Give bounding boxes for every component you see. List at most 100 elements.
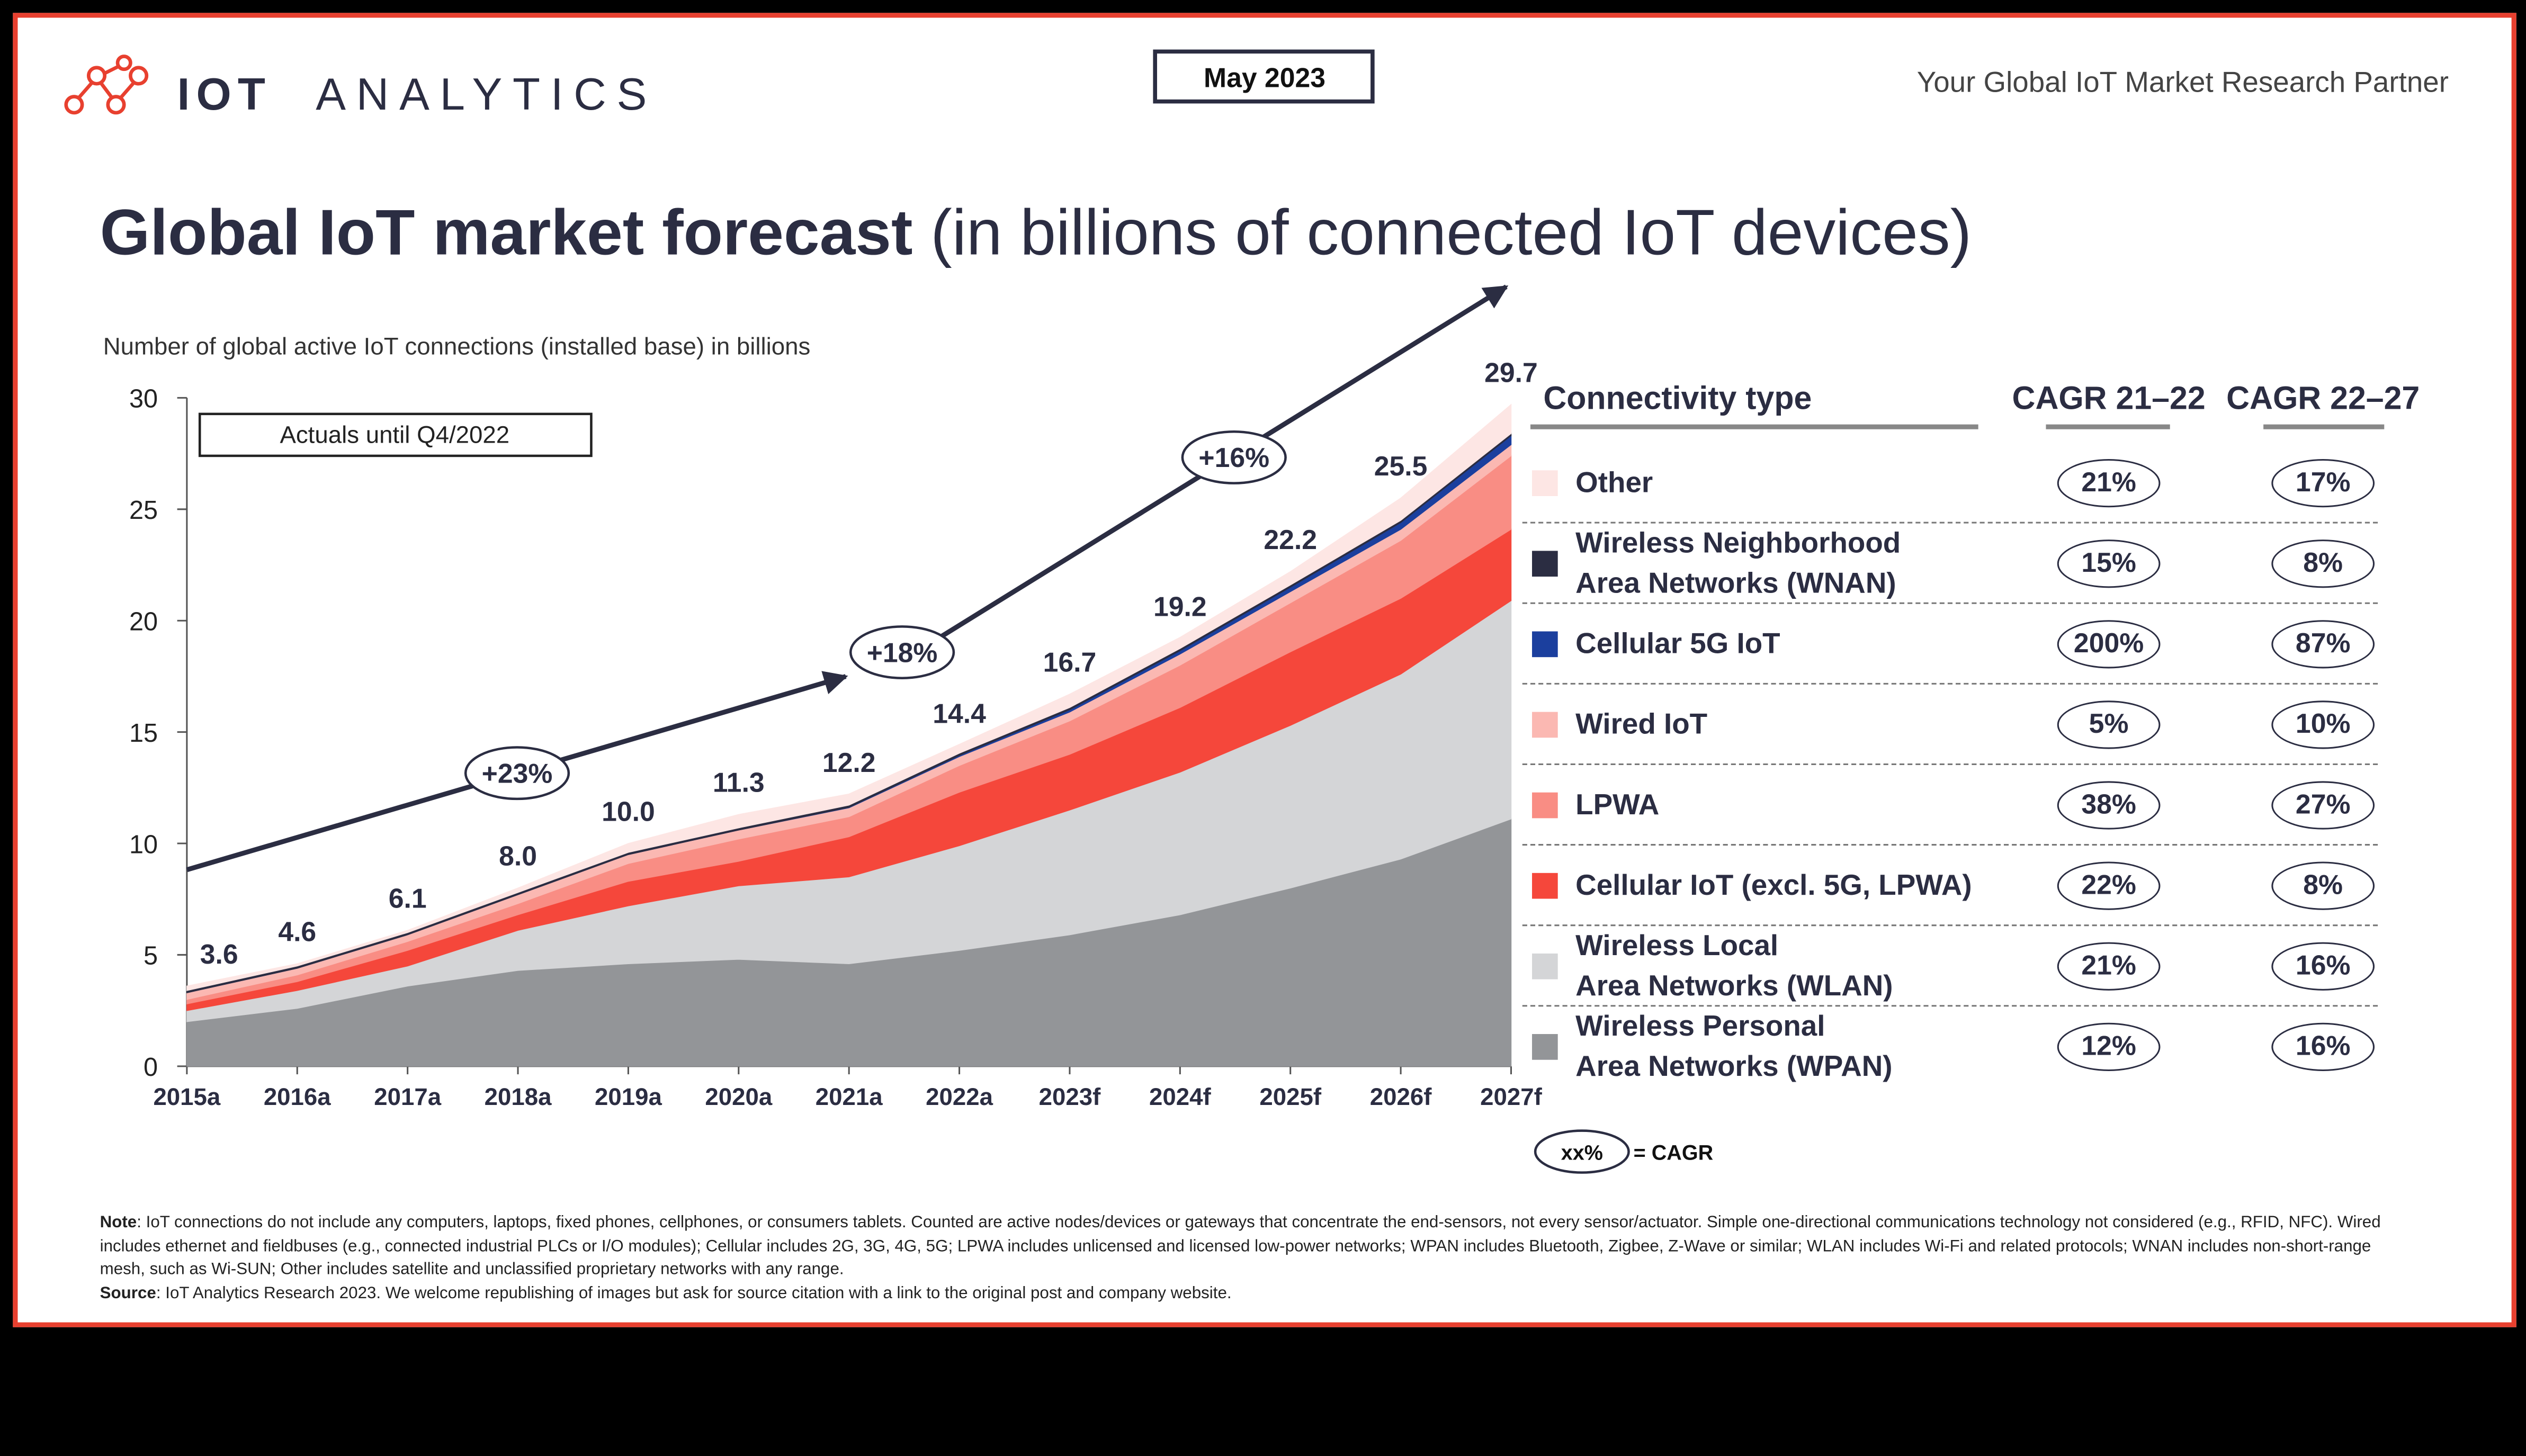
legend-label: LPWA <box>1575 788 1660 821</box>
cagr-21-22: 5% <box>2057 700 2161 749</box>
cagr-21-22: 21% <box>2057 459 2161 508</box>
total-label: 25.5 <box>1374 451 1428 481</box>
legend-label: Wireless Neighborhood Area Networks (WNA… <box>1575 526 1901 599</box>
x-tick-label: 2026f <box>1370 1083 1432 1110</box>
cagr-22-27: 17% <box>2271 459 2375 508</box>
legend-swatch <box>1532 1034 1558 1060</box>
cagr-22-27: 16% <box>2271 1022 2375 1071</box>
total-label: 16.7 <box>1043 647 1097 678</box>
x-tick-label: 2027f <box>1480 1083 1542 1110</box>
cagr-21-22: 21% <box>2057 942 2161 991</box>
cagr-22-27: 87% <box>2271 620 2375 669</box>
x-tick-label: 2023f <box>1039 1083 1101 1110</box>
growth-labels: +23% +18% +16% <box>464 430 1287 801</box>
x-tick-label: 2022a <box>926 1083 993 1110</box>
date: May 2023 <box>1204 62 1325 93</box>
y-axis-label: Number of global active IoT connections … <box>103 332 811 359</box>
cagr-21-22: 22% <box>2057 861 2161 910</box>
growth-label: +18% <box>867 637 938 668</box>
legend-label: Cellular IoT (excl. 5G, LPWA) <box>1575 869 1972 902</box>
growth-label: +23% <box>482 758 553 788</box>
x-tick-label: 2020a <box>705 1083 772 1110</box>
legend-label: Wireless Local Area Networks (WLAN) <box>1575 929 1893 1002</box>
row-separator <box>1522 1005 2378 1007</box>
x-tick-label: 2021a <box>816 1083 883 1110</box>
legend-swatch <box>1532 792 1558 819</box>
y-tick-label: 25 <box>129 496 158 525</box>
brand-light: ANALYTICS <box>316 69 657 120</box>
date-box <box>1153 49 1375 104</box>
total-label: 12.2 <box>822 747 876 778</box>
cagr-22-27: 10% <box>2271 700 2375 749</box>
note-label: Note <box>100 1214 137 1233</box>
x-tick-label: 2015a <box>153 1083 220 1110</box>
legend-label: Wired IoT <box>1575 707 1708 740</box>
total-label: 8.0 <box>499 841 537 871</box>
legend-label: Cellular 5G IoT <box>1575 627 1780 660</box>
total-label: 4.6 <box>278 916 316 947</box>
logo <box>64 55 149 115</box>
annotation: Actuals until Q4/2022 <box>280 421 509 448</box>
brand-bold: IOT <box>177 69 272 120</box>
x-tick-label: 2024f <box>1149 1083 1211 1110</box>
legend-swatch <box>1532 953 1558 979</box>
legend-headers: Connectivity type CAGR 21–22 CAGR 22–27 <box>1530 380 2420 429</box>
total-label: 10.0 <box>602 796 655 826</box>
tagline: Your Global IoT Market Research Partner <box>1917 65 2449 98</box>
source-text: : IoT Analytics Research 2023. We welcom… <box>156 1284 1232 1302</box>
key-text: = CAGR <box>1634 1141 1713 1164</box>
y-tick-label: 5 <box>144 942 158 970</box>
y-tick-label: 0 <box>144 1053 158 1082</box>
x-tick-label: 2019a <box>595 1083 662 1110</box>
legend-header: CAGR 22–27 <box>2226 380 2420 416</box>
cagr-22-27: 8% <box>2271 540 2375 588</box>
x-tick-label: 2018a <box>485 1083 552 1110</box>
y-tick-label: 10 <box>129 830 158 859</box>
x-tick-label: 2016a <box>264 1083 331 1110</box>
legend-label: Other <box>1575 466 1653 499</box>
total-label: 6.1 <box>389 883 427 914</box>
cagr-22-27: 8% <box>2271 861 2375 910</box>
cagr-21-22: 15% <box>2057 540 2161 588</box>
key-sample: xx% <box>1561 1141 1603 1164</box>
plot: 0 5 10 15 20 25 30 2015a 2016a 2017a 2018a 2019a 202… <box>129 357 1543 1110</box>
legend-label: Wireless Personal Area Networks (WPAN) <box>1575 1010 1893 1083</box>
legend-header: CAGR 21–22 <box>2012 380 2206 416</box>
note-text: : IoT connections do not include any com… <box>100 1214 2381 1279</box>
cagr-21-22: 38% <box>2057 781 2161 830</box>
legend-swatch <box>1532 470 1558 496</box>
total-label: 19.2 <box>1153 591 1207 622</box>
total-label: 3.6 <box>200 939 238 969</box>
title-sub: (in billions of connected IoT devices) <box>930 196 1972 268</box>
row-separator <box>1522 682 2378 685</box>
cagr-21-22: 200% <box>2057 620 2161 669</box>
y-tick-label: 15 <box>129 719 158 748</box>
x-tick-label: 2025f <box>1259 1083 1321 1110</box>
key-pill <box>1534 1129 1630 1174</box>
legend-swatch <box>1532 631 1558 658</box>
total-label: 11.3 <box>713 767 765 798</box>
footer: Note: IoT connections do not include any… <box>100 1213 2420 1306</box>
title-main: Global IoT market forecast <box>100 196 913 268</box>
total-label: 29.7 <box>1484 357 1538 388</box>
total-label: 22.2 <box>1264 524 1317 555</box>
row-separator <box>1522 763 2378 765</box>
row-separator <box>1522 844 2378 846</box>
cagr-22-27: 27% <box>2271 781 2375 830</box>
area <box>186 403 1512 991</box>
y-tick-label: 20 <box>129 607 158 636</box>
title: Global IoT market forecast (in billions … <box>100 196 1972 268</box>
source-label: Source <box>100 1284 156 1302</box>
row-separator <box>1522 924 2378 927</box>
annotation-box <box>198 412 593 457</box>
legend-swatch <box>1532 873 1558 899</box>
total-label: 14.4 <box>933 698 986 729</box>
growth-label: +16% <box>1198 442 1269 473</box>
row-separator <box>1522 602 2378 604</box>
row-separator <box>1522 522 2378 524</box>
x-tick-label: 2017a <box>374 1083 441 1110</box>
cagr-22-27: 16% <box>2271 942 2375 991</box>
